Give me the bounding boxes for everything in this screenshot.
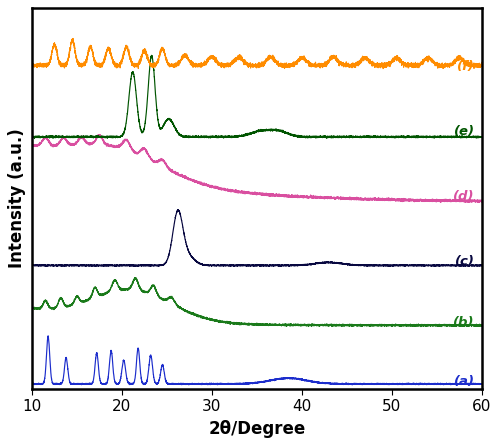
- Text: (c): (c): [455, 255, 475, 268]
- Text: (f): (f): [457, 60, 475, 73]
- Text: (e): (e): [454, 125, 475, 138]
- Text: (d): (d): [454, 190, 475, 203]
- X-axis label: 2θ/Degree: 2θ/Degree: [208, 420, 306, 438]
- Y-axis label: Intensity (a.u.): Intensity (a.u.): [8, 128, 26, 268]
- Text: (a): (a): [454, 375, 475, 388]
- Text: (b): (b): [454, 316, 475, 329]
